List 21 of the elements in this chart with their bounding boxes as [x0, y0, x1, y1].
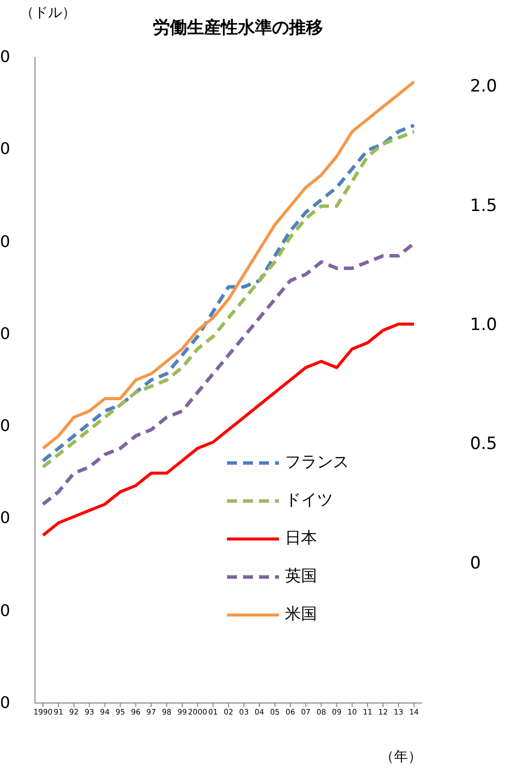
y2-tick-label: 2.0 [470, 76, 498, 97]
text: 0 [0, 139, 10, 160]
chart-title: 労働生産性水準の推移 [153, 18, 323, 38]
y2-tick-label: 1.5 [470, 196, 498, 216]
legend-label: ドイツ [285, 490, 333, 511]
legend-label: 日本 [285, 528, 317, 549]
x-axis-title: （年） [380, 748, 422, 766]
text: 0 [0, 600, 10, 621]
y-axis-title: （ドル） [20, 4, 76, 22]
legend-label: フランス [285, 452, 349, 473]
text: 0 [0, 232, 10, 252]
text: 0 [0, 416, 10, 436]
text: 0 [0, 324, 10, 344]
y2-tick-label: 1.0 [470, 315, 498, 336]
y2-tick-label: 0.5 [470, 434, 498, 454]
legend-label: 米国 [285, 604, 317, 625]
text: 0 [0, 47, 10, 67]
text: 0 [0, 693, 10, 713]
y2-tick-label: 0 [470, 553, 481, 574]
legend-label: 英国 [285, 566, 317, 587]
text: 0 [0, 508, 10, 528]
